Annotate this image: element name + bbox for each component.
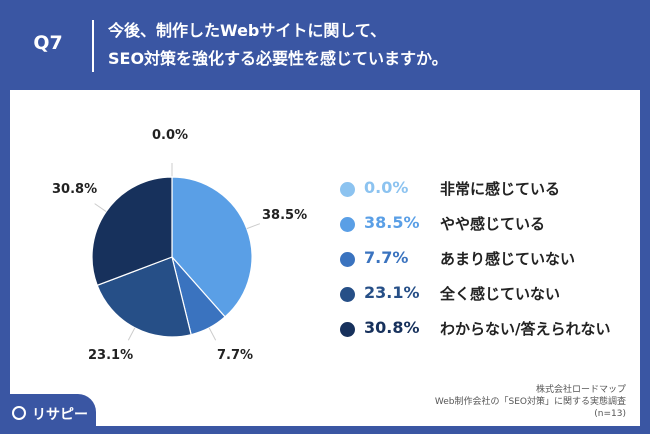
legend-swatch: [340, 322, 355, 337]
source-line2: Web制作会社の「SEO対策」に関する実態調査: [434, 397, 626, 407]
legend-value: 7.7%: [364, 248, 409, 267]
pie-slice: [91, 176, 173, 287]
legend-swatch: [340, 217, 355, 232]
legend-label: わからない/答えられない: [440, 320, 611, 338]
legend-label: あまり感じていない: [440, 250, 576, 268]
data-label: 38.5%: [262, 208, 308, 223]
data-label: 7.7%: [217, 348, 254, 363]
legend-value: 23.1%: [364, 283, 420, 302]
legend-value: 38.5%: [364, 213, 420, 232]
source-line1: 株式会社ロードマップ: [535, 385, 626, 395]
chart-card: 0.0% 38.5% 7.7% 23.1% 30.8% 0.0% 非常に感じている 38.5…: [10, 90, 640, 426]
legend-swatch: [340, 287, 355, 302]
question-title-line1: 今後、制作したWebサイトに関して、: [108, 21, 387, 40]
brand-logo: リサピー: [0, 394, 96, 434]
legend-value: 30.8%: [364, 318, 420, 337]
legend-label: 全く感じていない: [440, 285, 561, 303]
data-label: 0.0%: [152, 128, 189, 143]
pie-chart: [91, 163, 261, 341]
question-title: 今後、制作したWebサイトに関して、 SEO対策を強化する必要性を感じていますか…: [108, 17, 628, 73]
leader-line: [127, 327, 136, 341]
leader-line: [208, 327, 217, 341]
source-line3: (n=13): [594, 409, 626, 419]
question-title-line2: SEO対策を強化する必要性を感じていますか。: [108, 49, 448, 68]
source-note: 株式会社ロードマップ Web制作会社の「SEO対策」に関する実態調査 (n=13…: [435, 384, 626, 420]
leader-line: [246, 223, 261, 230]
legend-label: やや感じている: [440, 215, 546, 233]
data-label: 30.8%: [52, 182, 98, 197]
leader-line: [94, 203, 107, 212]
legend-swatch: [340, 182, 355, 197]
legend-label: 非常に感じている: [440, 180, 561, 198]
data-label: 23.1%: [88, 348, 134, 363]
header-divider: [92, 20, 94, 72]
legend-swatch: [340, 252, 355, 267]
logo-icon: [12, 406, 26, 420]
logo-text: リサピー: [32, 407, 88, 423]
question-label: Q7: [33, 32, 63, 54]
legend-value: 0.0%: [364, 178, 409, 197]
